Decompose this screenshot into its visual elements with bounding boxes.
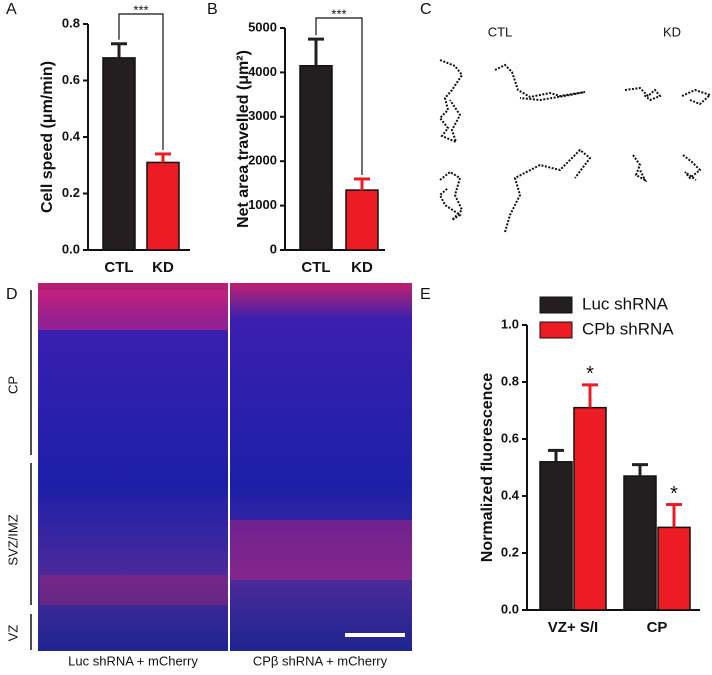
y-axis-label: Net area travelled (μm²) <box>235 50 252 228</box>
error-bar <box>582 383 598 408</box>
bar <box>657 526 691 611</box>
y-tick-label: 0.4 <box>62 128 81 143</box>
region-label: VZ <box>5 625 20 642</box>
region-label: CP <box>5 376 20 394</box>
legend-swatch <box>539 321 573 339</box>
significance-bracket <box>315 17 363 175</box>
y-tick-label: 0.6 <box>62 72 80 87</box>
legend-swatch <box>539 296 573 314</box>
error-bar <box>632 463 648 477</box>
panel-letter: D <box>6 286 18 303</box>
error-bar <box>155 152 171 163</box>
panel-letter: E <box>420 286 431 303</box>
trajectories <box>438 59 712 233</box>
significance-label: * <box>670 483 678 505</box>
image-caption: Luc shRNA + mCherry <box>68 653 198 668</box>
significance-label: *** <box>331 6 346 21</box>
x-tick-label: KD <box>152 259 174 276</box>
y-axis-label: Cell speed (μm/min) <box>39 61 56 213</box>
y-tick-label: 0.2 <box>62 185 80 200</box>
bar <box>539 461 573 611</box>
x-tick-label: KD <box>351 259 373 276</box>
error-bar <box>666 503 682 528</box>
x-tick-label: CTL <box>104 259 133 276</box>
bar <box>345 189 379 251</box>
y-axis-label: Normalized fluorescence <box>479 373 496 563</box>
y-tick-label: 4000 <box>248 64 277 79</box>
y-tick-label: 0.4 <box>501 487 520 502</box>
micrograph <box>38 283 412 651</box>
panel-letter: C <box>420 1 432 18</box>
error-bar <box>111 42 127 58</box>
significance-bracket <box>118 13 164 150</box>
region-label: SVZ/IMZ <box>5 514 20 565</box>
legend-label: CPb shRNA <box>582 319 674 338</box>
image-caption: CPβ shRNA + mCherry <box>253 653 388 668</box>
group-label: CTL <box>488 24 513 39</box>
y-tick-label: 0.6 <box>501 430 519 445</box>
bar <box>573 406 607 611</box>
y-tick-label: 5000 <box>248 19 277 34</box>
bar <box>146 161 180 251</box>
legend-label: Luc shRNA <box>582 294 669 313</box>
group-label: KD <box>663 24 681 39</box>
y-tick-label: 2000 <box>248 153 277 168</box>
y-tick-label: 0 <box>270 241 277 256</box>
y-tick-label: 1000 <box>248 197 277 212</box>
y-tick-label: 3000 <box>248 108 277 123</box>
panel-letter: B <box>207 1 218 18</box>
y-tick-label: 0.8 <box>501 373 519 388</box>
significance-label: *** <box>133 2 148 17</box>
error-bar <box>354 177 370 191</box>
x-tick-label: CTL <box>301 259 330 276</box>
y-tick-label: 0.8 <box>62 15 80 30</box>
y-tick-label: 1.0 <box>501 316 519 331</box>
error-bar <box>548 448 564 462</box>
significance-label: * <box>586 363 594 385</box>
bar <box>299 64 333 251</box>
y-tick-label: 0.2 <box>501 544 519 559</box>
panel-letter: A <box>6 1 17 18</box>
bar <box>623 475 657 611</box>
x-tick-label: CP <box>647 619 668 636</box>
bar <box>102 57 136 251</box>
x-tick-label: VZ+ S/I <box>548 619 598 636</box>
y-tick-label: 0.0 <box>501 601 519 616</box>
y-tick-label: 0.0 <box>62 241 80 256</box>
error-bar <box>308 37 324 66</box>
